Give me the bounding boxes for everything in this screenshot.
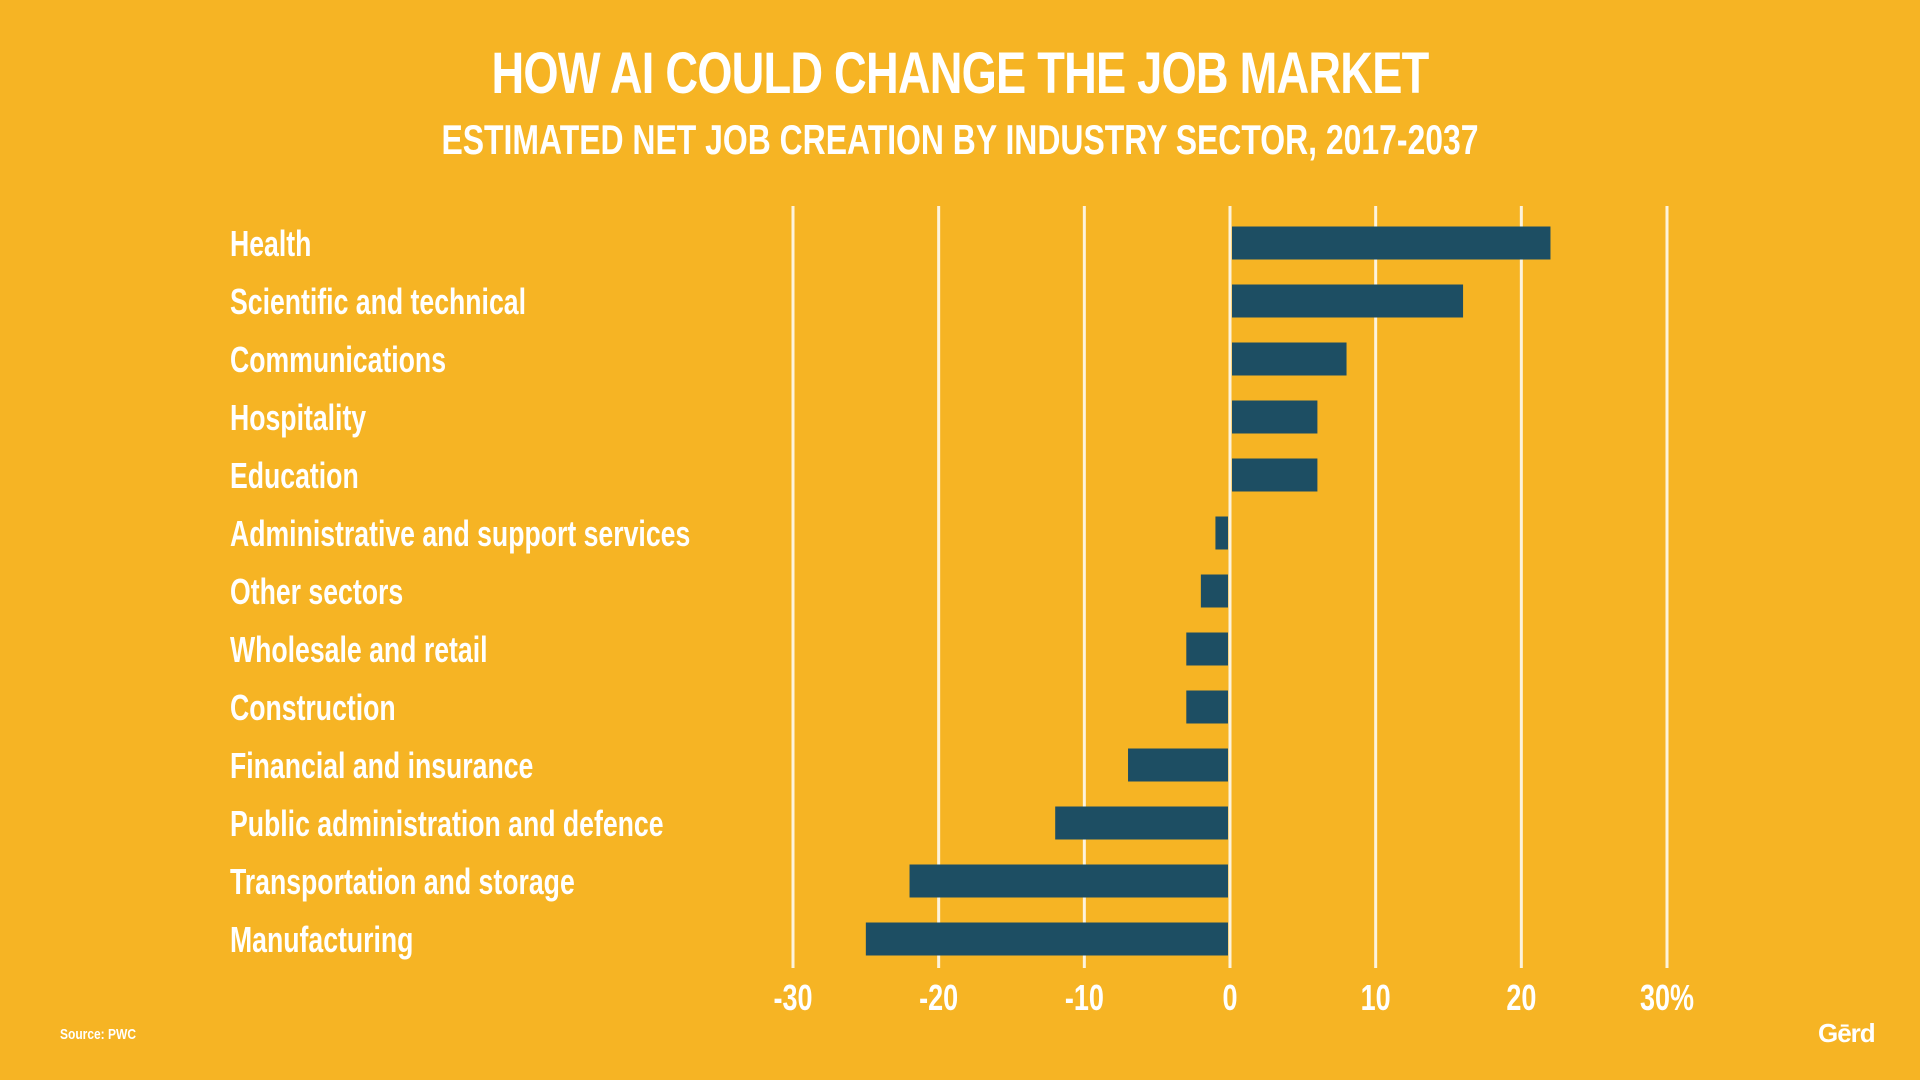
category-label: Administrative and support services (230, 513, 690, 554)
bar (1232, 284, 1464, 318)
chart-title: HOW AI COULD CHANGE THE JOB MARKET (491, 41, 1430, 106)
category-label: Public administration and defence (230, 803, 664, 844)
bar (909, 864, 1228, 898)
x-tick-label: 10 (1361, 977, 1391, 1018)
category-label: Scientific and technical (230, 281, 526, 322)
x-tick-label: -20 (919, 977, 958, 1018)
category-label: Hospitality (230, 397, 366, 438)
bar (865, 922, 1228, 956)
bar (1186, 690, 1228, 724)
x-tick-label: 20 (1506, 977, 1536, 1018)
bar (1055, 806, 1228, 840)
bars (865, 226, 1551, 956)
category-label: Financial and insurance (230, 745, 533, 786)
bar (1128, 748, 1228, 782)
category-labels: Health Scientific and technical Communicat… (230, 223, 690, 960)
x-tick-label: 0 (1222, 977, 1237, 1018)
bar (1232, 226, 1551, 260)
bar (1200, 574, 1228, 608)
bar (1232, 342, 1347, 376)
category-label: Construction (230, 687, 396, 728)
category-label: Other sectors (230, 571, 403, 612)
x-axis-ticks: -30 -20 -10 0 10 20 30% (773, 977, 1694, 1018)
category-label: Education (230, 455, 359, 496)
category-label: Transportation and storage (230, 861, 575, 902)
bar (1215, 516, 1228, 550)
bar (1232, 400, 1318, 434)
x-tick-label: -10 (1065, 977, 1104, 1018)
gridlines (791, 206, 1669, 968)
category-label: Manufacturing (230, 919, 413, 960)
category-label: Health (230, 223, 311, 264)
brand-logo: Gērd (1818, 1018, 1876, 1048)
x-tick-label: 30% (1640, 977, 1694, 1018)
x-tick-label: -30 (773, 977, 812, 1018)
bar (1186, 632, 1228, 666)
chart-subtitle: ESTIMATED NET JOB CREATION BY INDUSTRY S… (441, 116, 1479, 163)
category-label: Communications (230, 339, 446, 380)
bar (1232, 458, 1318, 492)
source-note: Source: PWC (60, 1026, 137, 1043)
category-label: Wholesale and retail (230, 629, 488, 670)
